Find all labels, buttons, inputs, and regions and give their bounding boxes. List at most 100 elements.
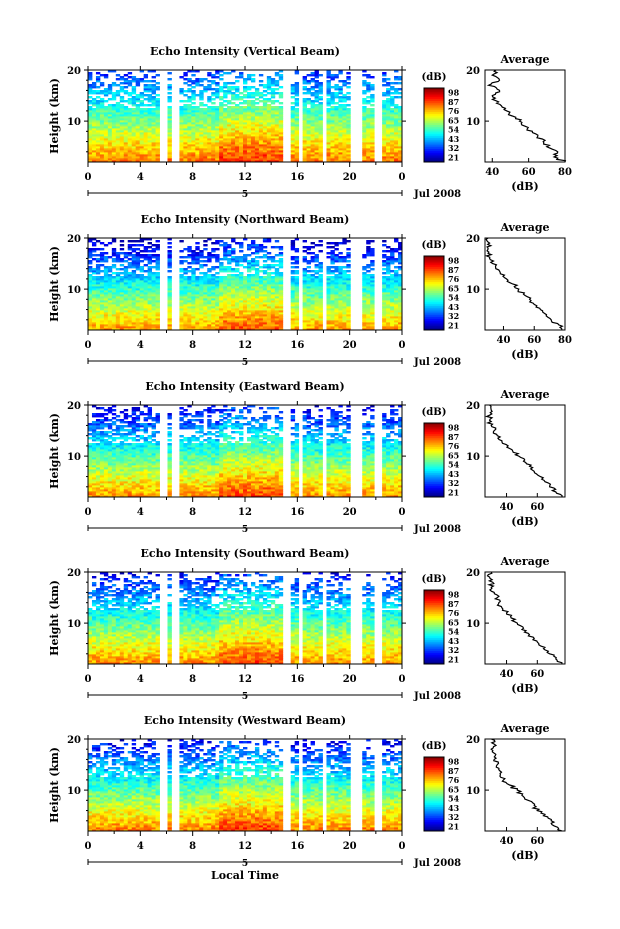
- heatmap-cell: [103, 328, 109, 331]
- heatmap-cell: [99, 286, 105, 289]
- heatmap-cell: [246, 278, 252, 281]
- heatmap-cell: [219, 130, 224, 133]
- heatmap-cell: [187, 296, 192, 299]
- heatmap-cell: [219, 150, 224, 153]
- heatmap-cell: [338, 284, 343, 287]
- heatmap-cell: [246, 326, 252, 329]
- heatmap-cell: [187, 136, 192, 139]
- heatmap-cell: [91, 114, 97, 117]
- heatmap-cell: [131, 76, 137, 79]
- heatmap-cell: [227, 326, 232, 329]
- heatmap-cell: [215, 130, 220, 133]
- heatmap-cell: [250, 326, 256, 329]
- heatmap-cell: [219, 74, 224, 77]
- heatmap-cell: [318, 158, 323, 161]
- heatmap-cell: [290, 324, 296, 327]
- heatmap-cell: [330, 316, 335, 319]
- heatmap-cell: [306, 132, 311, 135]
- heatmap-cell: [398, 122, 403, 125]
- heatmap-cell: [338, 260, 343, 263]
- heatmap-cell: [362, 310, 367, 313]
- heatmap-cell: [155, 74, 160, 77]
- heatmap-cell: [290, 298, 296, 301]
- heatmap-cell: [314, 142, 319, 145]
- heatmap-cell: [179, 126, 184, 129]
- heatmap-cell: [111, 94, 117, 97]
- heatmap-cell: [334, 310, 339, 313]
- heatmap-cell: [131, 272, 137, 275]
- heatmap-cell: [115, 116, 121, 119]
- heatmap-cell: [398, 282, 403, 285]
- heatmap-cell: [243, 134, 248, 137]
- heatmap-cell: [390, 88, 395, 91]
- heatmap-cell: [366, 120, 371, 123]
- heatmap-cell: [314, 272, 319, 275]
- heatmap-cell: [258, 92, 264, 95]
- heatmap-cell: [346, 126, 351, 129]
- heatmap-cell: [211, 140, 216, 143]
- heatmap-cell: [167, 246, 172, 249]
- heatmap-cell: [223, 92, 228, 95]
- heatmap-cell: [223, 296, 228, 299]
- heatmap-cell: [370, 140, 375, 143]
- heatmap-cell: [131, 310, 137, 313]
- heatmap-cell: [398, 152, 403, 155]
- heatmap-cell: [191, 300, 196, 303]
- heatmap-cell: [131, 240, 137, 243]
- heatmap-cell: [310, 304, 315, 307]
- heatmap-cell: [151, 292, 156, 295]
- heatmap-cell: [103, 292, 109, 295]
- heatmap-cell: [219, 258, 224, 261]
- heatmap-cell: [278, 310, 284, 313]
- heatmap-cell: [362, 110, 367, 113]
- heatmap-cell: [294, 148, 300, 151]
- heatmap-cell: [131, 306, 137, 309]
- heatmap-cell: [183, 158, 188, 161]
- heatmap-cell: [231, 278, 236, 281]
- heatmap-cell: [394, 302, 399, 305]
- heatmap-cell: [398, 156, 403, 159]
- heatmap-cell: [95, 296, 101, 299]
- heatmap-cell: [262, 300, 268, 303]
- heatmap-cell: [235, 306, 240, 309]
- heatmap-cell: [187, 104, 192, 107]
- heatmap-cell: [227, 270, 232, 273]
- heatmap-cell: [127, 314, 133, 317]
- heatmap-cell: [147, 86, 152, 89]
- heatmap-cell: [179, 88, 184, 91]
- heatmap-cell: [326, 328, 331, 331]
- heatmap-cell: [127, 312, 133, 315]
- heatmap-cell: [167, 100, 172, 103]
- heatmap-cell: [342, 278, 347, 281]
- heatmap-cell: [370, 154, 375, 157]
- heatmap-cell: [246, 298, 252, 301]
- heatmap-cell: [103, 106, 109, 109]
- heatmap-cell: [103, 116, 109, 119]
- heatmap-cell: [266, 106, 272, 109]
- heatmap-cell: [231, 140, 236, 143]
- heatmap-cell: [147, 242, 152, 245]
- heatmap-cell: [326, 120, 331, 123]
- heatmap-cell: [346, 146, 351, 149]
- heatmap-cell: [199, 294, 204, 297]
- heatmap-cell: [199, 102, 204, 105]
- heatmap-cell: [155, 244, 160, 247]
- heatmap-cell: [111, 128, 117, 131]
- heatmap-cell: [390, 144, 395, 147]
- heatmap-cell: [231, 298, 236, 301]
- heatmap-cell: [211, 274, 216, 277]
- heatmap-cell: [262, 146, 268, 149]
- heatmap-cell: [123, 272, 129, 275]
- heatmap-cell: [183, 284, 188, 287]
- heatmap-cell: [235, 156, 240, 159]
- heatmap-cell: [147, 262, 152, 265]
- heatmap-cell: [131, 286, 137, 289]
- heatmap-cell: [167, 280, 172, 283]
- heatmap-cell: [147, 130, 152, 133]
- heatmap-cell: [366, 254, 371, 257]
- heatmap-cell: [266, 314, 272, 317]
- heatmap-cell: [314, 138, 319, 141]
- heatmap-cell: [203, 130, 208, 133]
- heatmap-cell: [310, 132, 315, 135]
- heatmap-cell: [231, 150, 236, 153]
